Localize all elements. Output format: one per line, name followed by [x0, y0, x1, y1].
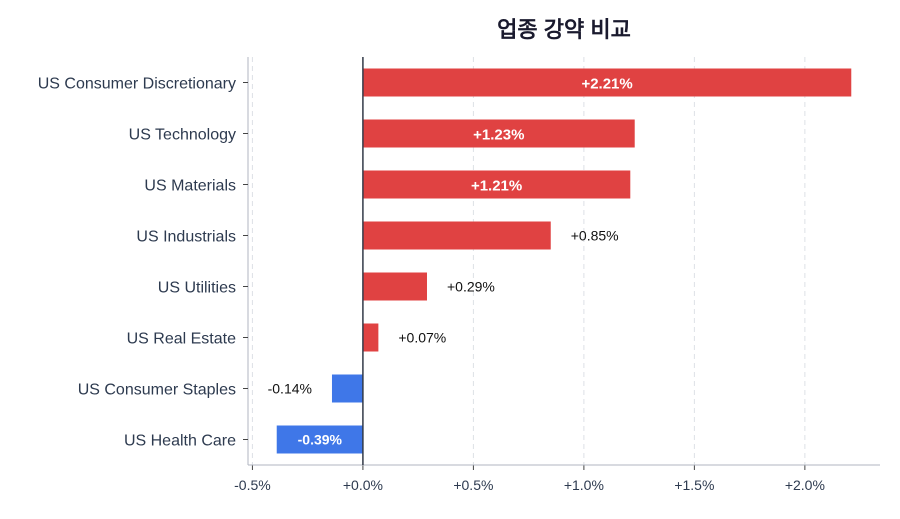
data-label: -0.39%	[298, 432, 343, 448]
x-tick-label: +2.0%	[785, 477, 825, 493]
y-tick-label: US Utilities	[158, 280, 236, 297]
x-tick-label: +0.5%	[453, 477, 493, 493]
data-label: +1.23%	[473, 127, 524, 144]
bar	[362, 119, 635, 148]
y-tick-label: US Industrials	[136, 229, 236, 246]
y-tick-label: US Health Care	[124, 433, 236, 450]
data-label: +0.29%	[447, 279, 495, 295]
x-tick-label: -0.5%	[234, 477, 271, 493]
bar	[362, 272, 427, 301]
bar	[362, 170, 631, 199]
bar	[362, 323, 379, 352]
y-tick-label: US Materials	[144, 178, 236, 195]
y-tick-label: US Real Estate	[127, 331, 236, 348]
bar	[276, 425, 363, 454]
bar	[362, 221, 551, 250]
x-tick-label: +1.0%	[564, 477, 604, 493]
bar	[331, 374, 363, 403]
chart-title: 업종 강약 비교	[497, 17, 631, 42]
x-tick-label: +0.0%	[343, 477, 383, 493]
data-label: +0.85%	[571, 228, 619, 244]
data-label: +2.21%	[581, 76, 632, 93]
x-tick-label: +1.5%	[674, 477, 714, 493]
y-tick-label: US Consumer Discretionary	[38, 76, 236, 93]
bar	[362, 68, 852, 97]
data-label: +0.07%	[398, 330, 446, 346]
y-tick-label: US Technology	[129, 127, 236, 144]
data-label: +1.21%	[471, 178, 522, 195]
data-label: -0.14%	[268, 381, 312, 397]
y-tick-label: US Consumer Staples	[78, 382, 236, 399]
